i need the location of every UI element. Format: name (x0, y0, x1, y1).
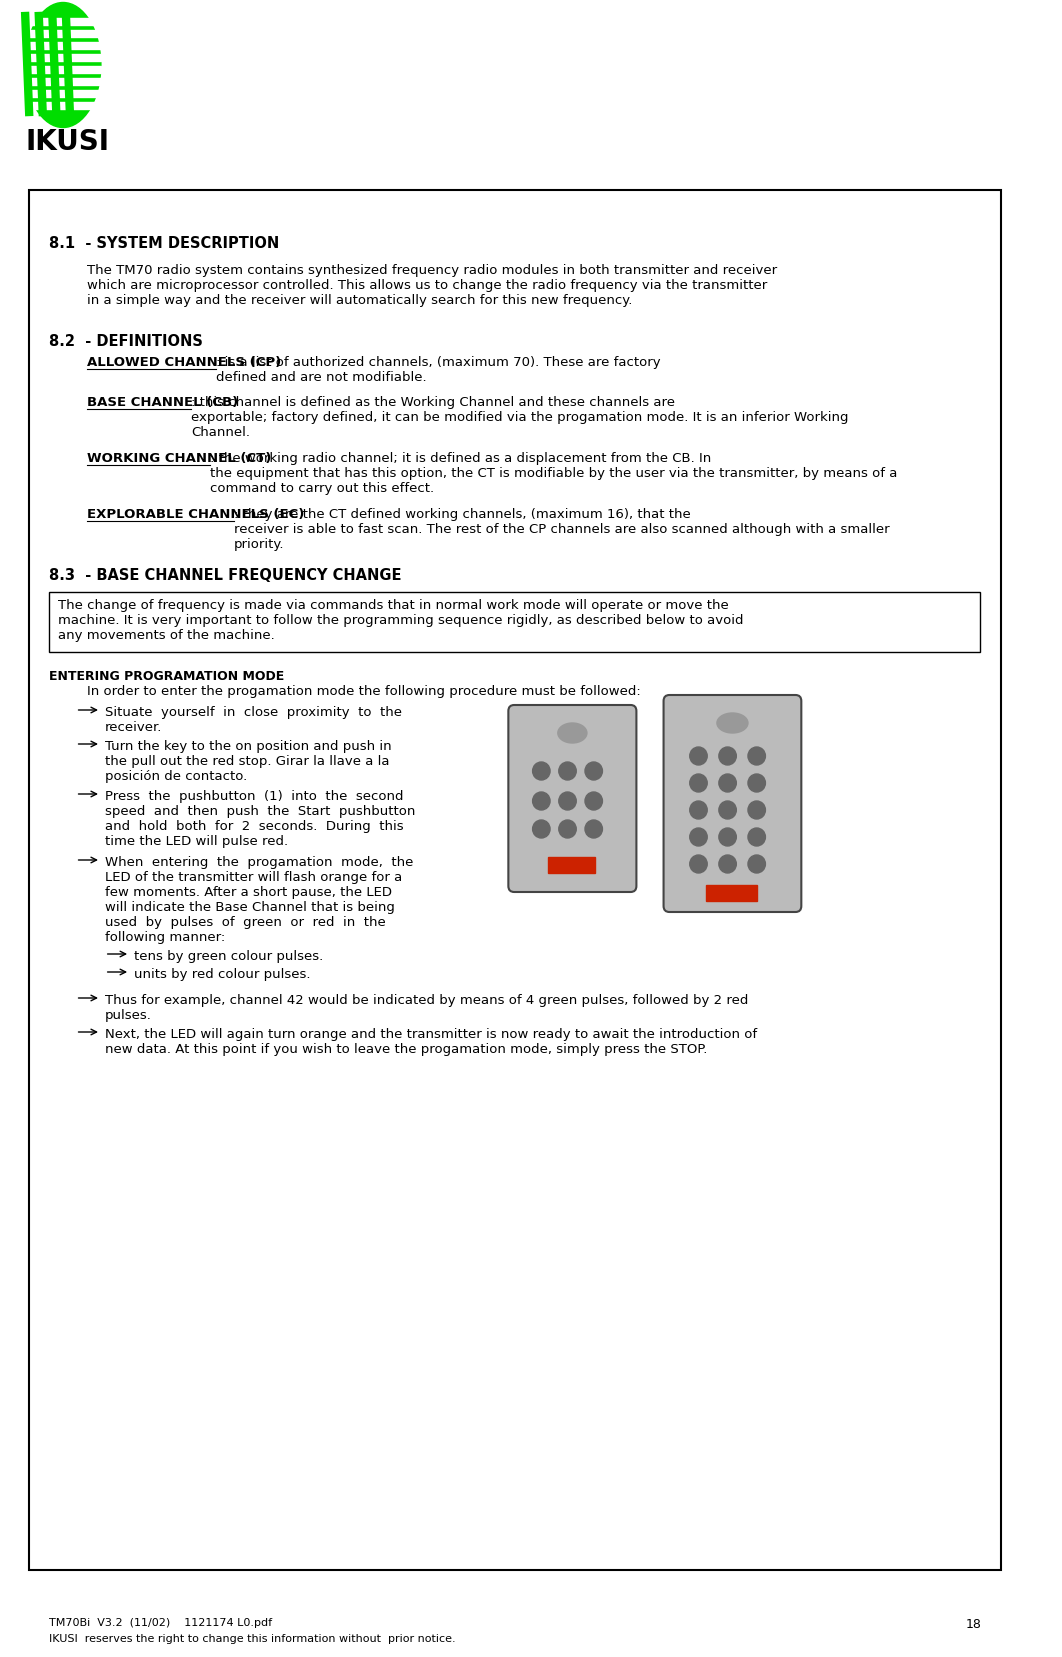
Text: STOP: STOP (720, 890, 743, 900)
Text: : this channel is defined as the Working Channel and these channels are
exportab: : this channel is defined as the Working… (191, 396, 849, 439)
Text: 6: 6 (774, 807, 780, 815)
Text: : the working radio channel; it is defined as a displacement from the CB. In
the: : the working radio channel; it is defin… (209, 452, 897, 495)
Text: The TM70 radio system contains synthesized frequency radio modules in both trans: The TM70 radio system contains synthesiz… (87, 263, 777, 307)
Text: 8.1  - SYSTEM DESCRIPTION: 8.1 - SYSTEM DESCRIPTION (49, 235, 278, 250)
Text: ALLOWED CHANNELS (CP): ALLOWED CHANNELS (CP) (87, 356, 281, 370)
Circle shape (559, 762, 577, 780)
Text: 5: 5 (524, 825, 530, 837)
Text: EXPLORABLE CHANNELS (EC): EXPLORABLE CHANNELS (EC) (87, 509, 305, 520)
Text: The change of frequency is made via commands that in normal work mode will opera: The change of frequency is made via comm… (58, 598, 743, 641)
Ellipse shape (25, 3, 101, 128)
Text: START: START (755, 878, 778, 888)
Bar (548, 857, 595, 873)
Text: ENTERING PROGRAMATION MODE: ENTERING PROGRAMATION MODE (49, 669, 284, 683)
Text: BASE CHANNEL (CB): BASE CHANNEL (CB) (87, 396, 239, 409)
Text: 8.2  - DEFINITIONS: 8.2 - DEFINITIONS (49, 335, 203, 350)
Text: When  entering  the  progamation  mode,  the
LED of the transmitter will flash o: When entering the progamation mode, the … (105, 857, 413, 944)
Bar (49, 592, 980, 651)
Circle shape (689, 800, 707, 819)
Bar (706, 885, 757, 901)
Circle shape (719, 774, 736, 792)
Text: 2: 2 (614, 767, 620, 779)
Circle shape (689, 747, 707, 766)
Text: 8: 8 (774, 833, 780, 843)
Text: ON/OFF: ON/OFF (673, 878, 702, 888)
Text: WORKING CHANNEL (CT): WORKING CHANNEL (CT) (87, 452, 272, 466)
Circle shape (719, 855, 736, 873)
Circle shape (719, 828, 736, 847)
Circle shape (748, 855, 766, 873)
Text: Thus for example, channel 42 would be indicated by means of 4 green pulses, foll: Thus for example, channel 42 would be in… (105, 994, 748, 1022)
Text: Press  the  pushbutton  (1)  into  the  second
speed  and  then  push  the  Star: Press the pushbutton (1) into the second… (105, 790, 415, 848)
Circle shape (533, 762, 550, 780)
Text: 4: 4 (614, 799, 620, 809)
Text: 3: 3 (524, 799, 530, 809)
Text: IKUSI: IKUSI (25, 128, 109, 156)
Circle shape (689, 855, 707, 873)
Bar (25, 30, 101, 36)
Text: : they are the CT defined working channels, (maximum 16), that the
receiver is a: : they are the CT defined working channe… (234, 509, 890, 552)
Text: 2: 2 (774, 752, 780, 762)
Circle shape (748, 800, 766, 819)
Bar (25, 78, 101, 85)
Circle shape (585, 762, 602, 780)
Text: 18: 18 (966, 1617, 981, 1630)
Text: 7: 7 (679, 833, 685, 843)
Text: tens by green colour pulses.: tens by green colour pulses. (134, 949, 323, 963)
Bar (25, 18, 101, 25)
Text: Turn the key to the on position and push in
the pull out the red stop. Girar la : Turn the key to the on position and push… (105, 741, 392, 784)
Circle shape (748, 774, 766, 792)
Text: TM70Bi  V3.2  (11/02)    1121174 L0.pdf: TM70Bi V3.2 (11/02) 1121174 L0.pdf (49, 1617, 272, 1627)
Text: : is a list of authorized channels, (maximum 70). These are factory
defined and : : is a list of authorized channels, (max… (216, 356, 661, 384)
Text: 4: 4 (774, 780, 780, 789)
Text: ON/OFF: ON/OFF (518, 848, 547, 858)
Text: 6: 6 (614, 825, 620, 837)
Text: 1: 1 (524, 767, 530, 779)
Text: 10: 10 (774, 862, 786, 870)
Text: Next, the LED will again turn orange and the transmitter is now ready to await t: Next, the LED will again turn orange and… (105, 1027, 757, 1056)
Bar (25, 89, 101, 98)
Text: 3: 3 (679, 780, 685, 790)
Text: 5: 5 (679, 807, 685, 817)
Circle shape (585, 820, 602, 838)
FancyBboxPatch shape (509, 704, 636, 891)
Text: units by red colour pulses.: units by red colour pulses. (134, 968, 310, 981)
Circle shape (533, 792, 550, 810)
Bar (25, 103, 101, 109)
Circle shape (719, 747, 736, 766)
Text: STOP: STOP (560, 862, 583, 872)
Text: 9: 9 (679, 862, 685, 872)
Text: START: START (592, 848, 615, 858)
Circle shape (748, 747, 766, 766)
Ellipse shape (558, 722, 587, 742)
Text: In order to enter the progamation mode the following procedure must be followed:: In order to enter the progamation mode t… (87, 684, 641, 698)
Circle shape (559, 820, 577, 838)
Circle shape (719, 800, 736, 819)
Circle shape (533, 820, 550, 838)
Ellipse shape (717, 713, 748, 732)
Bar (25, 66, 101, 73)
Circle shape (748, 828, 766, 847)
Text: 8.3  - BASE CHANNEL FREQUENCY CHANGE: 8.3 - BASE CHANNEL FREQUENCY CHANGE (49, 568, 401, 583)
Bar (25, 41, 101, 50)
Text: 1: 1 (679, 752, 685, 762)
Bar (25, 55, 101, 61)
Text: Situate  yourself  in  close  proximity  to  the
receiver.: Situate yourself in close proximity to t… (105, 706, 401, 734)
Circle shape (585, 792, 602, 810)
Text: IKUSI  reserves the right to change this information without  prior notice.: IKUSI reserves the right to change this … (49, 1634, 456, 1644)
Circle shape (689, 774, 707, 792)
FancyBboxPatch shape (664, 694, 802, 911)
Circle shape (689, 828, 707, 847)
Circle shape (559, 792, 577, 810)
Bar (29, 191, 1001, 1569)
